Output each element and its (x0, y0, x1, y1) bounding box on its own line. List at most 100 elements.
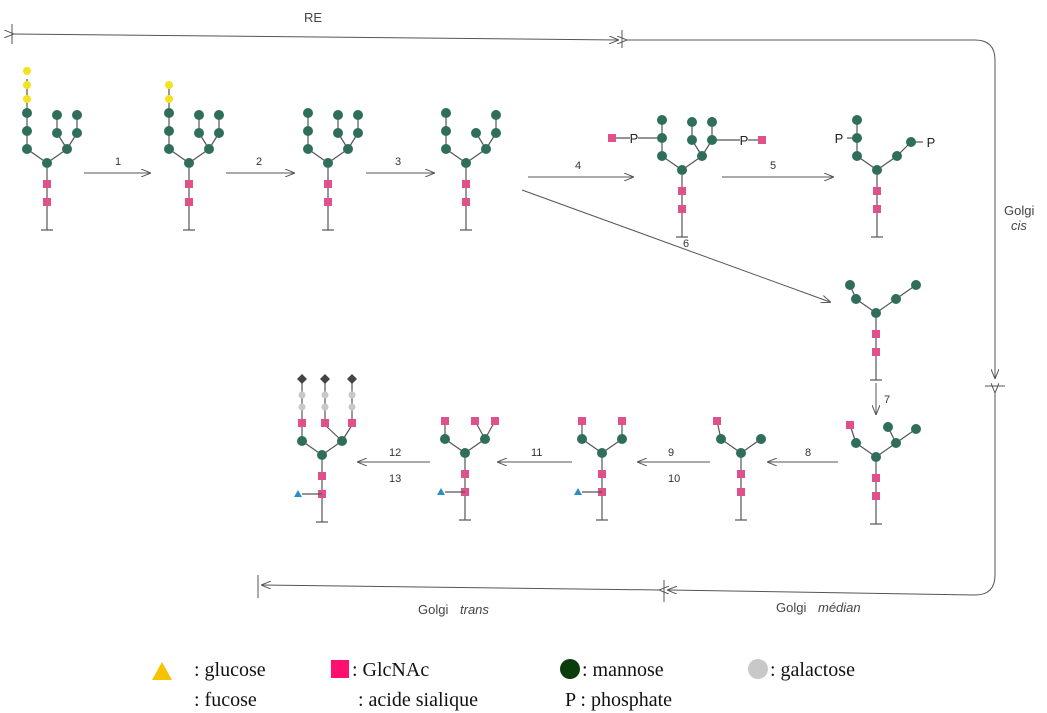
mannose-node (42, 158, 52, 168)
glcnac-node (43, 180, 51, 188)
mannose-node (852, 151, 862, 161)
legend-phosphate: P : phosphate (565, 689, 672, 711)
glcnac-node (578, 417, 586, 425)
step-8-label: 8 (805, 447, 811, 459)
mannose-node (677, 165, 687, 175)
glcnac-node (598, 470, 606, 478)
mannose-node (851, 438, 861, 448)
step-arrows (84, 173, 876, 462)
mannose-node (736, 448, 746, 458)
legend-mannose: : mannose (582, 659, 664, 681)
glcnac-node (471, 417, 479, 425)
mannose-node (62, 144, 72, 154)
mannose-node (891, 294, 901, 304)
mannose-node (323, 158, 333, 168)
glcnac-node (321, 419, 329, 427)
sialic-acid-node (297, 374, 307, 384)
mannose-node (164, 144, 174, 154)
mannose-node (461, 158, 471, 168)
mannose-node (892, 151, 902, 161)
mannose-node (597, 448, 607, 458)
mannose-node (697, 151, 707, 161)
mannose-node (72, 110, 82, 120)
mannose-node (906, 137, 916, 147)
mannose-node (871, 308, 881, 318)
mannose-node (22, 108, 32, 118)
mannose-node (577, 434, 587, 444)
sialic-acid-node (320, 374, 330, 384)
mannose-node (871, 452, 881, 462)
glcnac-node (324, 198, 332, 206)
mannose-node (164, 108, 174, 118)
mannose-node (491, 110, 501, 120)
mannose-node (343, 144, 353, 154)
glcnac-node (872, 492, 880, 500)
galactose-node (348, 391, 356, 399)
glcnac-node (873, 205, 881, 213)
mannose-node (303, 126, 313, 136)
glcnac-node (873, 187, 881, 195)
golgi-trans-label: Golgi (418, 602, 448, 617)
step-5-label: 5 (770, 160, 776, 172)
mannose-node (72, 128, 82, 138)
step-10-label: 10 (668, 473, 680, 485)
step-9-label: 9 (668, 447, 674, 459)
legend: : glucose : GlcNAc : mannose : galactose… (152, 659, 855, 711)
glcnac-node (185, 180, 193, 188)
glcnac-node (298, 419, 306, 427)
galactose-node (348, 403, 356, 411)
mannose-node (317, 450, 327, 460)
mannose-node (52, 110, 62, 120)
galactose-node (298, 403, 306, 411)
glcnac-node (324, 180, 332, 188)
mannose-node (214, 128, 224, 138)
phosphate-label: P (740, 133, 749, 148)
glucose-triangle-icon (152, 662, 172, 680)
golgi-cis-sublabel: cis (1011, 218, 1027, 233)
golgi-trans-sublabel: trans (460, 602, 489, 617)
fucose-node (574, 488, 582, 495)
glcnac-node (461, 470, 469, 478)
glucose-node (23, 95, 31, 103)
mannose-node (687, 135, 697, 145)
mannose-node (707, 117, 717, 127)
legend-glcnac: : GlcNAc (352, 659, 429, 681)
mannose-node (491, 128, 501, 138)
mannose-node (707, 135, 717, 145)
mannose-node (353, 128, 363, 138)
compartment-boundaries (12, 24, 1005, 602)
re-label: RE (304, 10, 322, 25)
mannose-node (657, 151, 667, 161)
glcnac-node (441, 417, 449, 425)
glcnac-node (872, 474, 880, 482)
glcnac-node (318, 472, 326, 480)
legend-glucose: : glucose (194, 659, 266, 681)
step-6-label: 6 (683, 238, 689, 250)
legend-fucose: : fucose (194, 689, 257, 711)
golgi-cis-label: Golgi (1004, 203, 1034, 218)
step-13-label: 13 (389, 473, 401, 485)
mannose-node (297, 436, 307, 446)
golgi-median-label: Golgi (776, 600, 806, 615)
glcnac-node (185, 198, 193, 206)
step-7-label: 7 (884, 394, 890, 406)
fucose-node (294, 490, 302, 497)
mannose-node (164, 126, 174, 136)
glucose-node (23, 81, 31, 89)
glcnac-node (678, 187, 686, 195)
step-4-label: 4 (575, 160, 581, 172)
step-2-label: 2 (256, 156, 262, 168)
glcnac-node (348, 419, 356, 427)
mannose-node (756, 434, 766, 444)
mannose-node (891, 438, 901, 448)
mannose-node (333, 110, 343, 120)
mannose-node (303, 144, 313, 154)
mannose-circle-icon (560, 659, 580, 679)
mannose-node (617, 434, 627, 444)
mannose-node (471, 128, 481, 138)
mannose-node (441, 144, 451, 154)
glcnac-node (737, 488, 745, 496)
step-11-label: 11 (531, 447, 542, 459)
glcnac-square-icon (331, 660, 349, 678)
